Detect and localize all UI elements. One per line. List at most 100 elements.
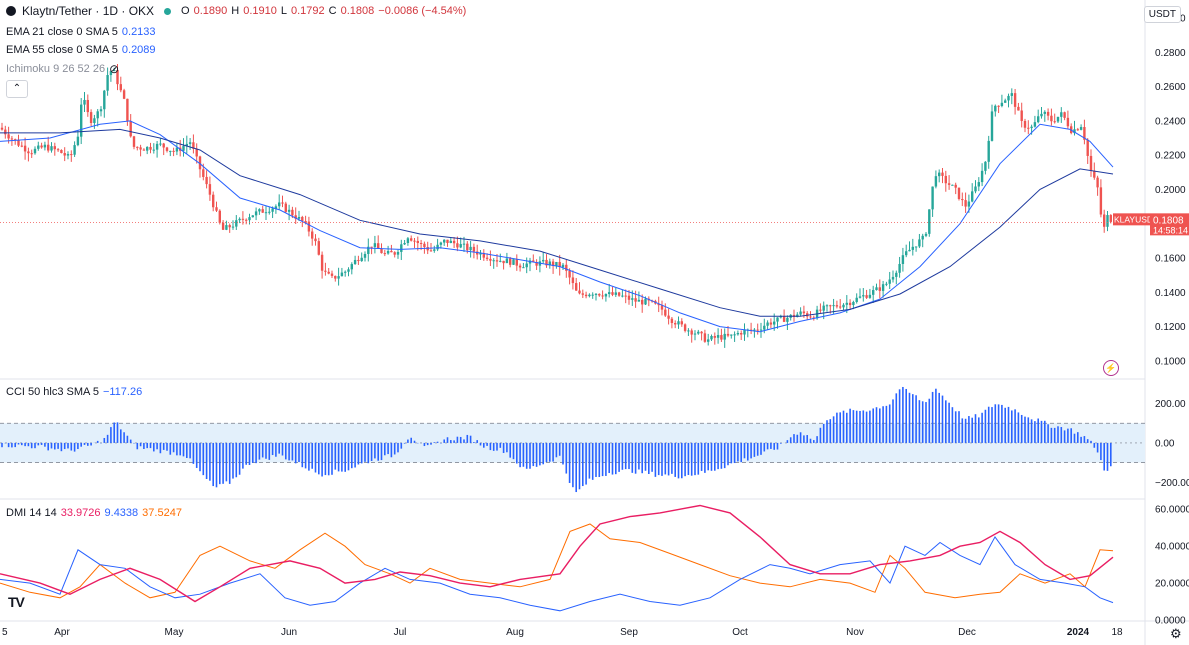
candle-body: [931, 186, 934, 210]
symbol-tag-text: KLAYUSDT: [1114, 214, 1158, 224]
candle-body: [941, 172, 944, 176]
candle-body: [670, 318, 674, 324]
candle-body: [1109, 215, 1112, 222]
candle-body: [683, 324, 687, 331]
candle-body: [542, 259, 545, 262]
adx-line: [0, 504, 1114, 603]
ichimoku-legend[interactable]: Ichimoku 9 26 52 26 ⊘: [6, 62, 119, 76]
candle-body: [396, 251, 400, 255]
candle-body: [146, 146, 149, 151]
candle-body: [990, 111, 994, 141]
candle-body: [492, 260, 495, 262]
candle-body: [367, 246, 370, 254]
candle-body: [608, 292, 611, 295]
time-axis[interactable]: 5 Apr May Jun Jul Aug Sep Oct Nov Dec 2024 18: [2, 627, 1123, 638]
candle-body: [30, 153, 33, 155]
candle-body: [195, 148, 198, 157]
dmi-adx-value: 37.5247: [142, 507, 182, 519]
dmi-legend[interactable]: DMI 14 14 33.9726 9.4338 37.5247: [6, 507, 182, 519]
candle-body: [393, 252, 396, 255]
candle-body: [1053, 121, 1056, 123]
candle-body: [604, 294, 608, 297]
candle-body: [485, 257, 489, 259]
candle-body: [297, 216, 301, 219]
candle-body: [947, 183, 951, 185]
candle-body: [413, 240, 416, 242]
price-tick-label: 0.1400: [1155, 288, 1186, 299]
collapse-legend-button[interactable]: ⌃: [6, 80, 28, 98]
candle-body: [881, 284, 885, 291]
cci-tick-label: 200.00: [1155, 399, 1186, 410]
candle-body: [707, 339, 710, 342]
candle-body: [832, 305, 835, 307]
candle-body: [248, 217, 251, 221]
candle-body: [631, 298, 634, 300]
candle-body: [139, 147, 142, 150]
cci-tick-label: 0.00: [1155, 438, 1175, 449]
candle-body: [578, 290, 581, 294]
candle-body: [584, 294, 588, 297]
candle-body: [872, 290, 875, 295]
candle-body: [911, 246, 914, 250]
indicator-lines: [0, 120, 1145, 612]
candle-body: [657, 303, 660, 306]
candle-body: [1076, 129, 1079, 131]
candle-body: [1086, 139, 1089, 156]
candle-body: [951, 184, 954, 186]
dmi-tick-label: 60.0000: [1155, 505, 1189, 516]
candle-body: [291, 209, 294, 216]
candle-body: [891, 276, 895, 280]
symbol-tag-bg: [1113, 213, 1150, 226]
cci-legend[interactable]: CCI 50 hlc3 SMA 5 −117.26: [6, 386, 142, 398]
candle-body: [360, 257, 363, 262]
candlestick-series: [0, 63, 1112, 348]
candle-body: [759, 329, 763, 331]
candle-body: [175, 147, 179, 152]
candle-body: [1099, 187, 1103, 215]
candle-body: [43, 144, 47, 148]
candle-body: [1089, 155, 1093, 171]
candle-body: [0, 127, 4, 130]
candle-body: [551, 261, 555, 267]
candle-body: [862, 295, 865, 297]
candle-body: [845, 302, 848, 305]
candle-body: [809, 316, 812, 318]
flash-icon[interactable]: ⚡: [1103, 360, 1119, 376]
candle-body: [723, 333, 726, 340]
candle-body: [1017, 106, 1020, 111]
candle-body: [921, 235, 924, 240]
candle-body: [1079, 127, 1083, 130]
candle-body: [116, 70, 119, 85]
candle-body: [634, 298, 637, 302]
dmi-plus-value: 33.9726: [60, 507, 101, 519]
candle-body: [664, 309, 667, 316]
candle-body: [245, 219, 248, 221]
change-value: −0.0086 (−4.54%): [378, 5, 467, 17]
tradingview-logo[interactable]: TV: [8, 594, 25, 610]
currency-label[interactable]: USDT: [1143, 6, 1181, 23]
candle-body: [561, 264, 565, 268]
candle-body: [40, 145, 43, 148]
candle-body: [677, 321, 680, 325]
candle-body: [20, 145, 23, 147]
candle-body: [515, 259, 518, 266]
candle-body: [799, 311, 802, 315]
candle-body: [1066, 117, 1070, 127]
symbol-title[interactable]: Klaytn/Tether · 1D · OKX: [22, 4, 155, 18]
candle-body: [14, 139, 17, 141]
candle-body: [80, 104, 83, 137]
candle-body: [96, 111, 99, 119]
candle-body: [627, 295, 631, 300]
time-tick-label: 18: [1111, 627, 1123, 638]
ema21-legend[interactable]: EMA 21 close 0 SMA 5 0.2133: [6, 26, 156, 38]
ema55-legend[interactable]: EMA 55 close 0 SMA 5 0.2089: [6, 44, 156, 56]
eye-hidden-icon[interactable]: ⊘: [109, 62, 120, 76]
candle-body: [307, 221, 311, 232]
candle-body: [598, 293, 601, 296]
right-price-axis[interactable]: 0.30000.28000.26000.24000.22000.20000.18…: [1113, 14, 1189, 627]
settings-gear-icon[interactable]: ⚙: [1170, 626, 1182, 641]
candle-body: [419, 242, 423, 244]
candle-body: [829, 305, 832, 307]
candle-body: [726, 333, 730, 336]
